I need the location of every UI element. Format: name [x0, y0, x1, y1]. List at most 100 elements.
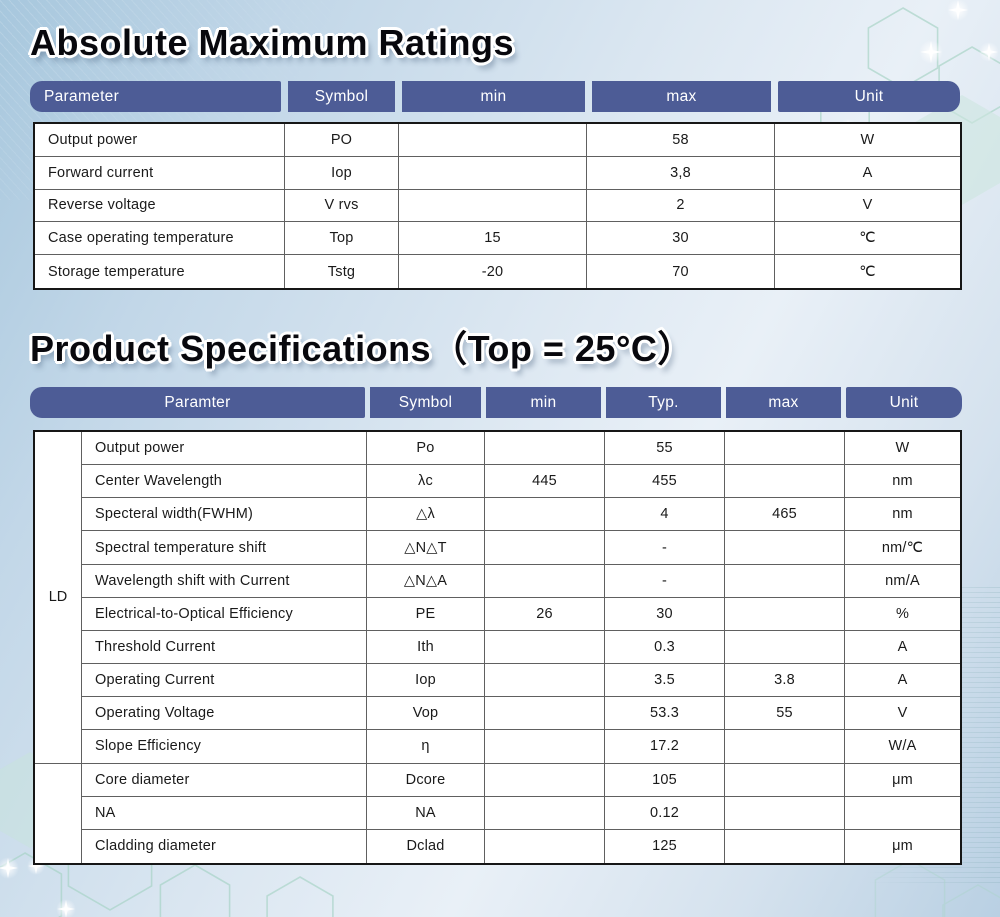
- ps-table: LD Output power Po 55 W Center Wavelength λc 4…: [33, 430, 962, 865]
- absolute-maximum-ratings-title: Absolute Maximum Ratings: [30, 22, 515, 63]
- ps-cell-r4c1: △N△A: [367, 564, 485, 598]
- ps-cell-r12c3: 125: [605, 829, 725, 863]
- amr-cell-r1c3: 3,8: [587, 156, 775, 190]
- ps-cell-r10c4: [725, 763, 845, 797]
- ps-cell-r7c3: 3.5: [605, 664, 725, 698]
- amr-cell-r2c1: V rvs: [285, 189, 399, 223]
- amr-cell-r3c2: 15: [399, 222, 587, 256]
- ps-cell-r10c0: Core diameter: [82, 763, 367, 797]
- ps-column-max: max: [726, 387, 841, 418]
- amr-cell-r4c2: -20: [399, 255, 587, 288]
- ps-cell-r3c4: [725, 531, 845, 565]
- ps-cell-r9c5: W/A: [845, 730, 960, 764]
- ps-cell-r3c5: nm/℃: [845, 531, 960, 565]
- ps-group-label-1: [35, 762, 81, 863]
- ps-cell-r8c2: [485, 697, 605, 731]
- ps-cell-r12c5: μm: [892, 838, 913, 855]
- ps-cell-r5c4: [725, 597, 845, 631]
- ps-cell-r12c4: [725, 829, 845, 863]
- ps-cell-r9c2: [485, 730, 605, 764]
- ps-cell-r11c3: 0.12: [605, 796, 725, 830]
- amr-cell-r4c3: 70: [587, 255, 775, 288]
- ps-cell-r12c1: Dclad: [367, 829, 485, 863]
- ps-cell-r3c1: △N△T: [367, 531, 485, 565]
- hexagon-cluster-top-right: [819, 7, 1000, 141]
- ps-cell-r2c4: 465: [725, 498, 845, 532]
- ps-cell-r5c1: PE: [367, 597, 485, 631]
- ps-cell-r4c4: [725, 564, 845, 598]
- ps-cell-r3c0: Spectral temperature shift: [82, 531, 367, 565]
- ps-table-grid: Output power Po 55 W Center Wavelength λc 445 4…: [82, 432, 960, 863]
- ps-cell-r7c2: [485, 664, 605, 698]
- ps-cell-r2c1: △λ: [367, 498, 485, 532]
- ps-cell-r7c4: 3.8: [725, 664, 845, 698]
- ps-cell-r2c5: nm: [845, 498, 960, 532]
- amr-cell-r4c4: ℃: [859, 263, 876, 280]
- ps-cell-r11c1: NA: [367, 796, 485, 830]
- ps-cell-r4c2: [485, 564, 605, 598]
- ps-column-symbol: Symbol: [370, 387, 481, 418]
- ps-cell-r8c1: Vop: [367, 697, 485, 731]
- ps-cell-r10c3: 105: [605, 763, 725, 797]
- amr-cell-r0c3: 58: [587, 124, 775, 157]
- ps-group-label-0: LD: [48, 589, 68, 606]
- ps-column-parameter: Paramter: [30, 387, 365, 418]
- amr-cell-r1c4: A: [775, 157, 960, 190]
- ps-cell-r5c2: 26: [485, 597, 605, 631]
- ps-cell-r5c0: Electrical-to-Optical Efficiency: [82, 597, 367, 631]
- ps-cell-r5c5: %: [845, 598, 960, 631]
- amr-cell-r1c1: Iop: [285, 156, 399, 190]
- ps-column-min: min: [486, 387, 601, 418]
- amr-column-parameter: Parameter: [30, 81, 281, 112]
- ps-cell-r10c5: μm: [845, 764, 960, 797]
- amr-table: Output power PO 58 W Forward current Iop 3,8 A R…: [33, 122, 962, 290]
- ps-cell-r8c5: V: [845, 697, 960, 731]
- ps-cell-r11c2: [485, 796, 605, 830]
- ps-cell-r1c0: Center Wavelength: [82, 465, 367, 499]
- ps-cell-r6c2: [485, 630, 605, 665]
- amr-cell-r0c0: Output power: [35, 124, 285, 157]
- amr-cell-r3c3: 30: [587, 222, 775, 256]
- amr-cell-r4c0: Storage temperature: [35, 255, 285, 288]
- ps-cell-r1c3: 455: [605, 465, 725, 499]
- ps-cell-r0c1: Po: [367, 432, 485, 466]
- amr-column-min: min: [402, 81, 585, 112]
- ps-cell-r6c3: 0.3: [605, 630, 725, 665]
- ps-cell-r6c4: [725, 630, 845, 665]
- ps-column-typ: Typ.: [606, 387, 721, 418]
- ps-cell-r3c3: -: [605, 531, 725, 565]
- ps-cell-r8c0: Operating Voltage: [82, 697, 367, 731]
- amr-cell-r2c0: Reverse voltage: [35, 189, 285, 223]
- ps-cell-r6c1: Ith: [367, 630, 485, 665]
- amr-cell-r3c1: Top: [285, 222, 399, 256]
- ps-cell-r8c4: 55: [725, 697, 845, 731]
- ps-cell-r0c0: Output power: [82, 432, 367, 466]
- ps-cell-r7c5: A: [845, 664, 960, 698]
- ps-cell-r10c2: [485, 763, 605, 797]
- ps-cell-r2c3: 4: [605, 498, 725, 532]
- ps-cell-r11c4: [725, 796, 845, 830]
- amr-cell-r2c4: V: [775, 190, 960, 223]
- amr-cell-r3c4: ℃: [775, 222, 960, 256]
- ps-cell-r4c0: Wavelength shift with Current: [82, 564, 367, 598]
- ps-cell-r0c3: 55: [605, 432, 725, 466]
- ps-cell-r11c0: NA: [82, 796, 367, 830]
- amr-cell-r0c2: [399, 124, 587, 157]
- ps-cell-r1c4: [725, 465, 845, 499]
- product-specifications-title: Product Specifications（Top = 25°C）: [30, 328, 694, 369]
- ps-cell-r0c4: [725, 432, 845, 466]
- amr-cell-r0c4: W: [775, 124, 960, 157]
- ps-cell-r0c2: [485, 432, 605, 466]
- ps-cell-r12c2: [485, 829, 605, 863]
- ps-cell-r1c5: nm: [845, 465, 960, 499]
- ps-cell-r1c1: λc: [367, 465, 485, 499]
- ps-column-unit: Unit: [846, 387, 962, 418]
- ps-cell-r9c0: Slope Efficiency: [82, 730, 367, 764]
- amr-cell-r1c2: [399, 156, 587, 190]
- ps-cell-r6c5: A: [845, 631, 960, 665]
- ps-cell-r6c0: Threshold Current: [82, 630, 367, 665]
- ps-cell-r8c3: 53.3: [605, 697, 725, 731]
- amr-cell-r2c2: [399, 189, 587, 223]
- ps-cell-r4c3: -: [605, 564, 725, 598]
- ps-cell-r10c1: Dcore: [367, 763, 485, 797]
